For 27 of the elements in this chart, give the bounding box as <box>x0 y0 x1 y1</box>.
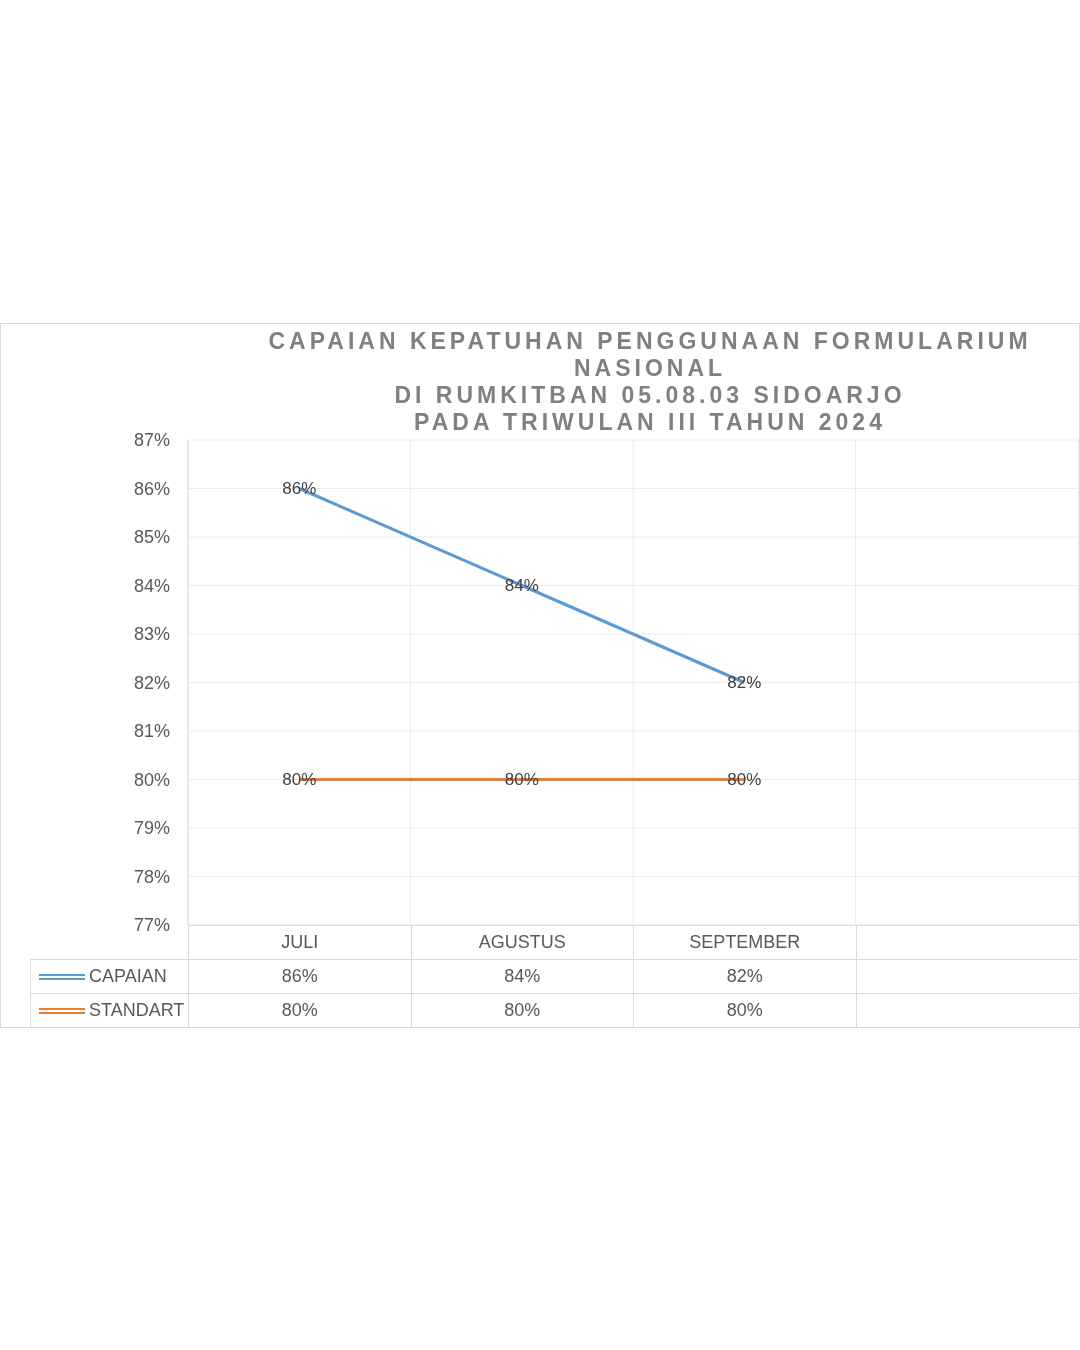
data-label: 80% <box>410 993 633 1027</box>
y-tick-label: 83% <box>133 624 170 645</box>
data-label: 84% <box>410 959 633 993</box>
text: 80% <box>727 770 762 789</box>
y-tick-label: 84% <box>133 575 170 596</box>
x-tick-label: SEPTEMBER <box>633 925 856 959</box>
legend-label: CAPAIAN <box>30 959 188 993</box>
text: 80% <box>282 770 317 789</box>
x-tick-label: AGUSTUS <box>410 925 633 959</box>
legend-label: STANDART <box>30 993 188 1027</box>
y-tick-label: 78% <box>133 866 170 887</box>
y-tick-label: 77% <box>133 915 170 936</box>
y-tick-label: 86% <box>133 478 170 499</box>
text: 86% <box>282 479 317 498</box>
data-label: 86% <box>188 959 411 993</box>
y-tick-label: 85% <box>133 527 170 548</box>
x-tick-label: JULI <box>188 925 411 959</box>
y-tick-label: 82% <box>133 672 170 693</box>
data-label: 82% <box>633 959 856 993</box>
y-tick-label: 80% <box>133 769 170 790</box>
y-tick-label: 81% <box>133 721 170 742</box>
chart-title: CAPAIAN KEPATUHAN PENGGUNAAN FORMULARIUM NASIONAL DI RUMKITBAN 05.08.03 SIDOARJO PADA TRIWULAN III TAHUN 2024 <box>267 328 1033 436</box>
y-tick-label: 79% <box>133 818 170 839</box>
text: 82% <box>727 673 762 692</box>
data-label: 80% <box>188 993 411 1027</box>
y-tick-label: 87% <box>133 430 170 451</box>
data-label: 80% <box>633 993 856 1027</box>
